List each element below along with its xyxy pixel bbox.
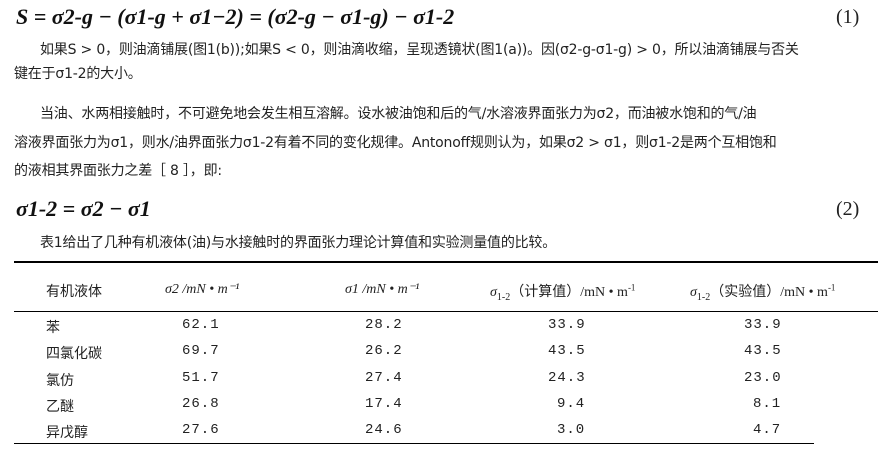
table-bottom-rule	[14, 443, 814, 444]
header-liquid: 有机液体	[46, 284, 102, 300]
equation-1: S = σ2-g − (σ1-g + σ1−2) = (σ2-g − σ1-g)…	[16, 4, 455, 29]
header-sigma1: σ1 /mN • m⁻¹	[345, 282, 420, 297]
cell-sigma2: 27.6	[182, 422, 220, 439]
paragraph-line: 溶液界面张力为σ1，则水/油界面张力σ1-2有着不同的变化规律。Antonoff…	[14, 135, 777, 151]
cell-sigma12-exp: 4.7	[753, 422, 782, 439]
header-sigma2: σ2 /mN • m⁻¹	[165, 282, 240, 297]
cell-sigma12-calc: 3.0	[557, 422, 586, 439]
cell-liquid: 四氯化碳	[46, 346, 102, 363]
cell-liquid: 苯	[46, 320, 60, 336]
cell-sigma12-calc: 43.5	[548, 343, 586, 360]
cell-sigma12-exp: 23.0	[744, 369, 782, 386]
cell-sigma12-exp: 8.1	[753, 395, 782, 412]
paragraph-line: 键在于σ1-2的大小。	[14, 66, 142, 82]
table-header-rule	[14, 311, 878, 312]
header-sigma12-exp: σ1-2（实验值）/mN • m-1	[690, 282, 836, 303]
equation-2: σ1-2 = σ2 − σ1	[16, 196, 151, 221]
paragraph-line: 当油、水两相接触时，不可避免地会发生相互溶解。设水被油饱和后的气/水溶液界面张力…	[40, 106, 757, 122]
cell-liquid: 乙醚	[46, 398, 74, 415]
cell-sigma12-exp: 33.9	[744, 317, 782, 333]
cell-sigma1: 27.4	[365, 369, 403, 386]
paragraph-line: 的液相其界面张力之差［ 8 ］，即:	[14, 163, 222, 179]
table-caption: 表1给出了几种有机液体(油)与水接触时的界面张力理论计算值和实验测量值的比较。	[40, 235, 557, 251]
cell-sigma1: 24.6	[365, 422, 403, 439]
table-top-rule	[14, 261, 878, 263]
cell-sigma2: 62.1	[182, 317, 220, 333]
cell-sigma2: 69.7	[182, 343, 220, 360]
cell-sigma1: 26.2	[365, 343, 403, 360]
paragraph-line: 如果S > 0，则油滴铺展(图1(b));如果S < 0，则油滴收缩，呈现透镜状…	[40, 42, 799, 58]
equation-1-number: (1)	[836, 6, 860, 28]
cell-sigma12-calc: 24.3	[548, 369, 586, 386]
equation-2-number: (2)	[836, 198, 860, 220]
cell-liquid: 氯仿	[46, 372, 74, 389]
cell-sigma1: 17.4	[365, 395, 403, 412]
cell-liquid: 异戊醇	[46, 425, 88, 442]
cell-sigma1: 28.2	[365, 317, 403, 333]
cell-sigma12-calc: 9.4	[557, 395, 586, 412]
header-sigma12-calc: σ1-2（计算值）/mN • m-1	[490, 282, 636, 303]
cell-sigma2: 51.7	[182, 369, 220, 386]
cell-sigma12-exp: 43.5	[744, 343, 782, 360]
cell-sigma12-calc: 33.9	[548, 317, 586, 333]
cell-sigma2: 26.8	[182, 395, 220, 412]
